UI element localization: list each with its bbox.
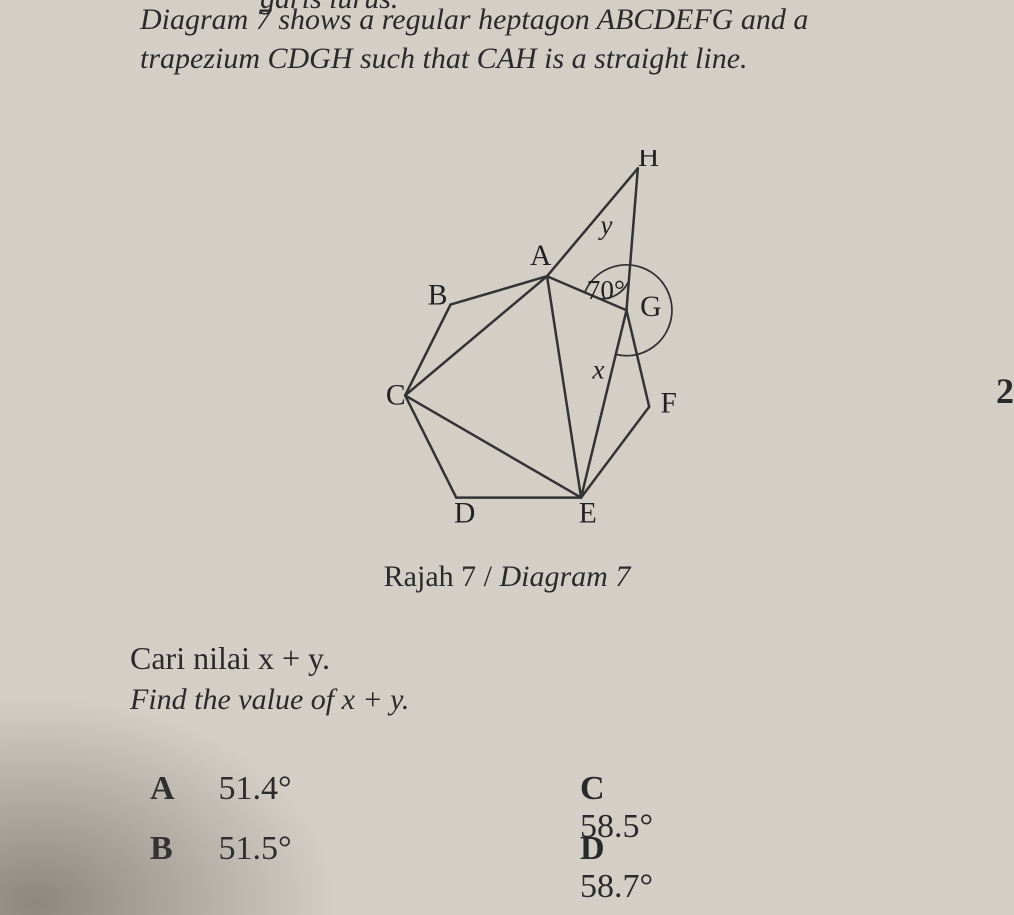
svg-text:F: F [661, 387, 677, 419]
svg-text:E: E [579, 498, 597, 530]
svg-text:A: A [530, 240, 552, 272]
option-B-label: B [150, 830, 210, 868]
caption-sep: / [476, 560, 499, 593]
option-A-label: A [150, 770, 210, 808]
question-malay: Cari nilai x + y. [130, 640, 409, 677]
svg-text:G: G [640, 291, 661, 323]
problem-statement: Diagram 7 shows a regular heptagon ABCDE… [140, 0, 984, 78]
svg-text:x: x [591, 354, 604, 384]
svg-text:H: H [638, 150, 659, 173]
intro-line-1: Diagram 7 shows a regular heptagon ABCDE… [140, 0, 984, 39]
caption-malay: Rajah 7 [384, 560, 476, 593]
question-english: Find the value of x + y. [130, 683, 409, 717]
svg-text:C: C [386, 379, 406, 411]
svg-text:B: B [428, 280, 448, 312]
option-A-value: 51.4° [219, 770, 292, 808]
caption-english: Diagram 7 [499, 560, 630, 593]
svg-text:70°: 70° [587, 275, 625, 305]
answer-options: A 51.4° B 51.5° C 58.5° D 58.7° [150, 770, 292, 890]
question-block: Cari nilai x + y. Find the value of x + … [130, 640, 409, 717]
diagram-caption: Rajah 7 / Diagram 7 [0, 560, 1014, 594]
side-page-marker: 2 [996, 370, 1014, 412]
diagram-7: 70° y x A B C D E F G H [320, 150, 740, 550]
option-B-value: 51.5° [219, 830, 292, 868]
svg-text:D: D [454, 498, 475, 530]
option-D-value: 58.7° [580, 868, 653, 906]
option-C-label: C [580, 770, 640, 808]
option-D-label: D [580, 830, 640, 868]
svg-text:y: y [597, 210, 613, 240]
intro-line-2: trapezium CDGH such that CAH is a straig… [140, 39, 984, 78]
